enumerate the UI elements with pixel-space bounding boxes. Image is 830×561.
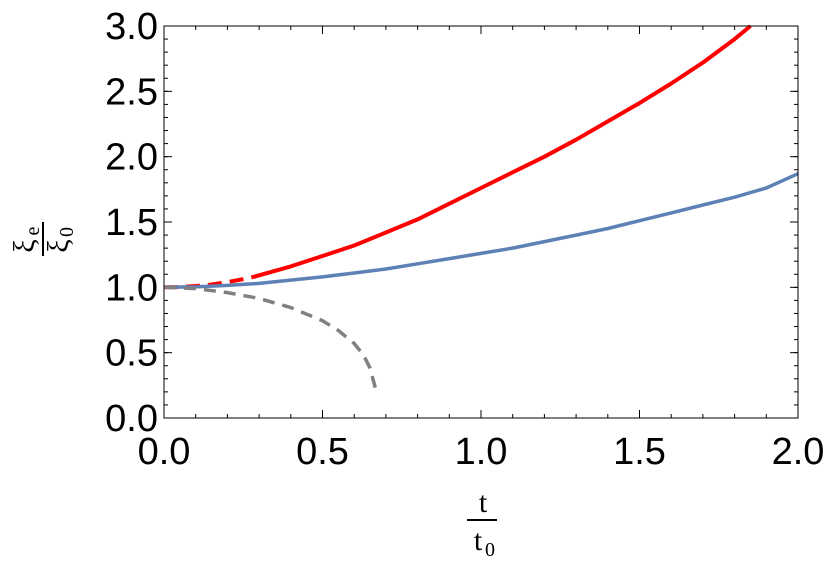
x-axis-label-numerator: t xyxy=(479,486,488,519)
y-tick-label: 0.0 xyxy=(105,398,158,440)
x-axis-label-denominator: t xyxy=(474,524,483,557)
y-tick-label: 1.0 xyxy=(105,267,158,309)
y-tick-label: 1.5 xyxy=(105,202,158,244)
x-tick-label: 1.5 xyxy=(613,431,666,473)
y-axis-label: ξ e ξ 0 xyxy=(8,222,78,256)
x-axis-label: t t 0 xyxy=(467,486,497,561)
series-layer xyxy=(163,24,799,393)
y-tick-labels: 0.0 0.5 1.0 1.5 2.0 2.5 3.0 xyxy=(105,6,158,440)
y-tick-label: 2.0 xyxy=(105,137,158,179)
plot-frame xyxy=(163,25,799,419)
y-tick-label: 2.5 xyxy=(105,71,158,113)
series-line-2 xyxy=(252,24,752,280)
y-axis-label-numerator: ξ xyxy=(8,239,41,252)
y-tick-label: 3.0 xyxy=(105,6,158,48)
series-line-3 xyxy=(163,172,799,290)
x-tick-label: 0.5 xyxy=(296,431,349,473)
series-line-4 xyxy=(163,285,379,393)
x-tick-labels: 0.0 0.5 1.0 1.5 2.0 xyxy=(138,431,825,473)
x-tick-label: 0.0 xyxy=(138,431,191,473)
y-axis-label-numerator-sub: e xyxy=(22,226,44,235)
x-axis-label-denominator-sub: 0 xyxy=(485,539,495,561)
minor-ticks xyxy=(163,25,799,419)
x-tick-label: 2.0 xyxy=(772,431,825,473)
y-tick-label: 0.5 xyxy=(105,333,158,375)
y-axis-label-denominator-sub: 0 xyxy=(56,227,78,237)
x-tick-label: 1.0 xyxy=(455,431,508,473)
y-axis-label-denominator: ξ xyxy=(42,239,75,252)
